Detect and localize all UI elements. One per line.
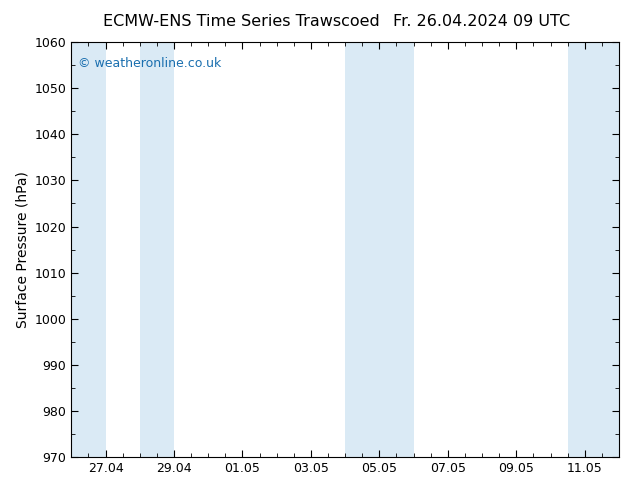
Text: ECMW-ENS Time Series Trawscoed: ECMW-ENS Time Series Trawscoed xyxy=(103,14,379,29)
Text: © weatheronline.co.uk: © weatheronline.co.uk xyxy=(78,56,221,70)
Bar xyxy=(71,42,105,457)
Y-axis label: Surface Pressure (hPa): Surface Pressure (hPa) xyxy=(15,171,29,328)
Bar xyxy=(345,42,413,457)
Text: Fr. 26.04.2024 09 UTC: Fr. 26.04.2024 09 UTC xyxy=(393,14,571,29)
Bar xyxy=(567,42,619,457)
Bar xyxy=(139,42,174,457)
